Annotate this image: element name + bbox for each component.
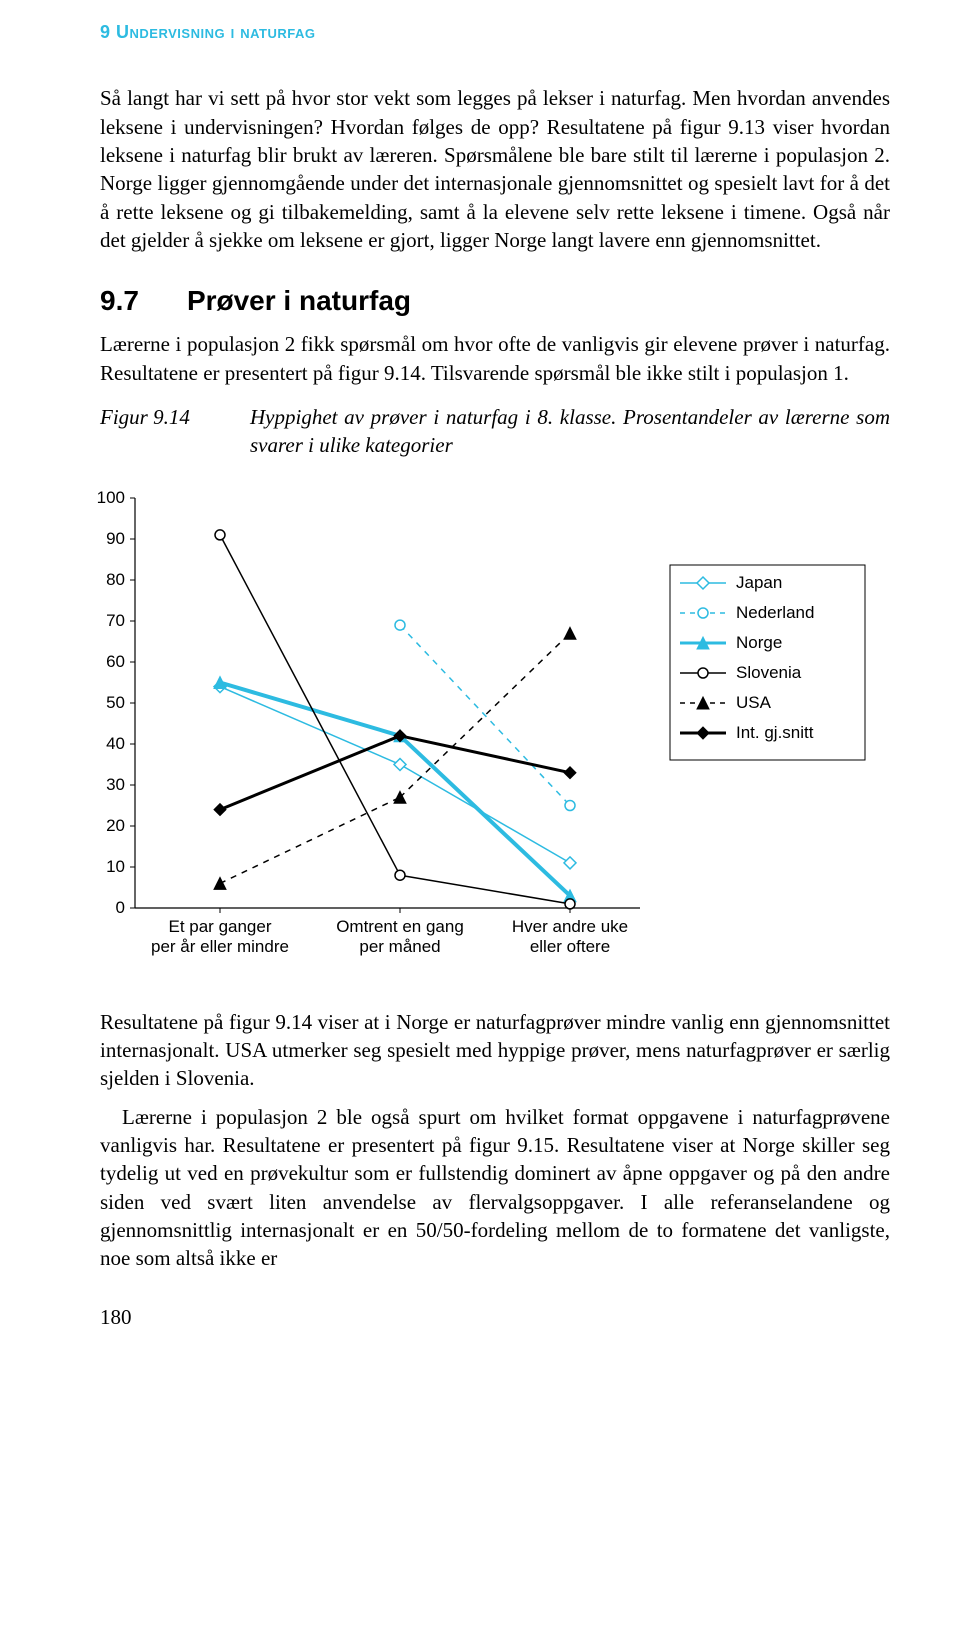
svg-text:90: 90 [106,529,125,548]
svg-text:60: 60 [106,652,125,671]
body-paragraph-3: Resultatene på figur 9.14 viser at i Nor… [100,1008,890,1093]
svg-text:10: 10 [106,857,125,876]
svg-text:Hver andre uke: Hver andre uke [512,917,628,936]
page-header: 9 Undervisning i naturfag [100,20,890,44]
figure-label: Figur 9.14 [100,403,250,460]
svg-text:Japan: Japan [736,573,782,592]
svg-text:Int. gj.snitt: Int. gj.snitt [736,723,814,742]
svg-text:Nederland: Nederland [736,603,814,622]
page-number: 180 [100,1303,890,1331]
svg-text:Et par ganger: Et par ganger [168,917,271,936]
section-heading: 9.7 Prøver i naturfag [100,282,890,320]
chapter-number: 9 [100,22,111,42]
chapter-title: Undervisning i naturfag [116,22,315,42]
section-title: Prøver i naturfag [187,285,411,316]
svg-text:50: 50 [106,693,125,712]
chart-container: 0 10 20 30 40 50 60 70 80 90 100 Et par gangerper å… [80,478,890,978]
svg-text:Omtrent en gang: Omtrent en gang [336,917,464,936]
section-number: 9.7 [100,282,139,320]
svg-text:40: 40 [106,734,125,753]
svg-text:Slovenia: Slovenia [736,663,802,682]
svg-text:USA: USA [736,693,772,712]
body-paragraph-1: Så langt har vi sett på hvor stor vekt s… [100,84,890,254]
svg-text:per måned: per måned [359,937,440,956]
body-paragraph-4: Lærerne i populasjon 2 ble også spurt om… [100,1103,890,1273]
svg-text:100: 100 [97,488,125,507]
svg-text:0: 0 [116,898,125,917]
svg-text:per år eller mindre: per år eller mindre [151,937,289,956]
svg-text:30: 30 [106,775,125,794]
svg-text:Norge: Norge [736,633,782,652]
line-chart: 0 10 20 30 40 50 60 70 80 90 100 Et par gangerper å… [80,478,880,978]
svg-text:70: 70 [106,611,125,630]
body-paragraph-2: Lærerne i populasjon 2 fikk spørsmål om … [100,330,890,387]
svg-text:80: 80 [106,570,125,589]
svg-text:20: 20 [106,816,125,835]
svg-text:eller oftere: eller oftere [530,937,610,956]
figure-caption: Figur 9.14 Hyppighet av prøver i naturfa… [100,403,890,460]
figure-caption-text: Hyppighet av prøver i naturfag i 8. klas… [250,403,890,460]
